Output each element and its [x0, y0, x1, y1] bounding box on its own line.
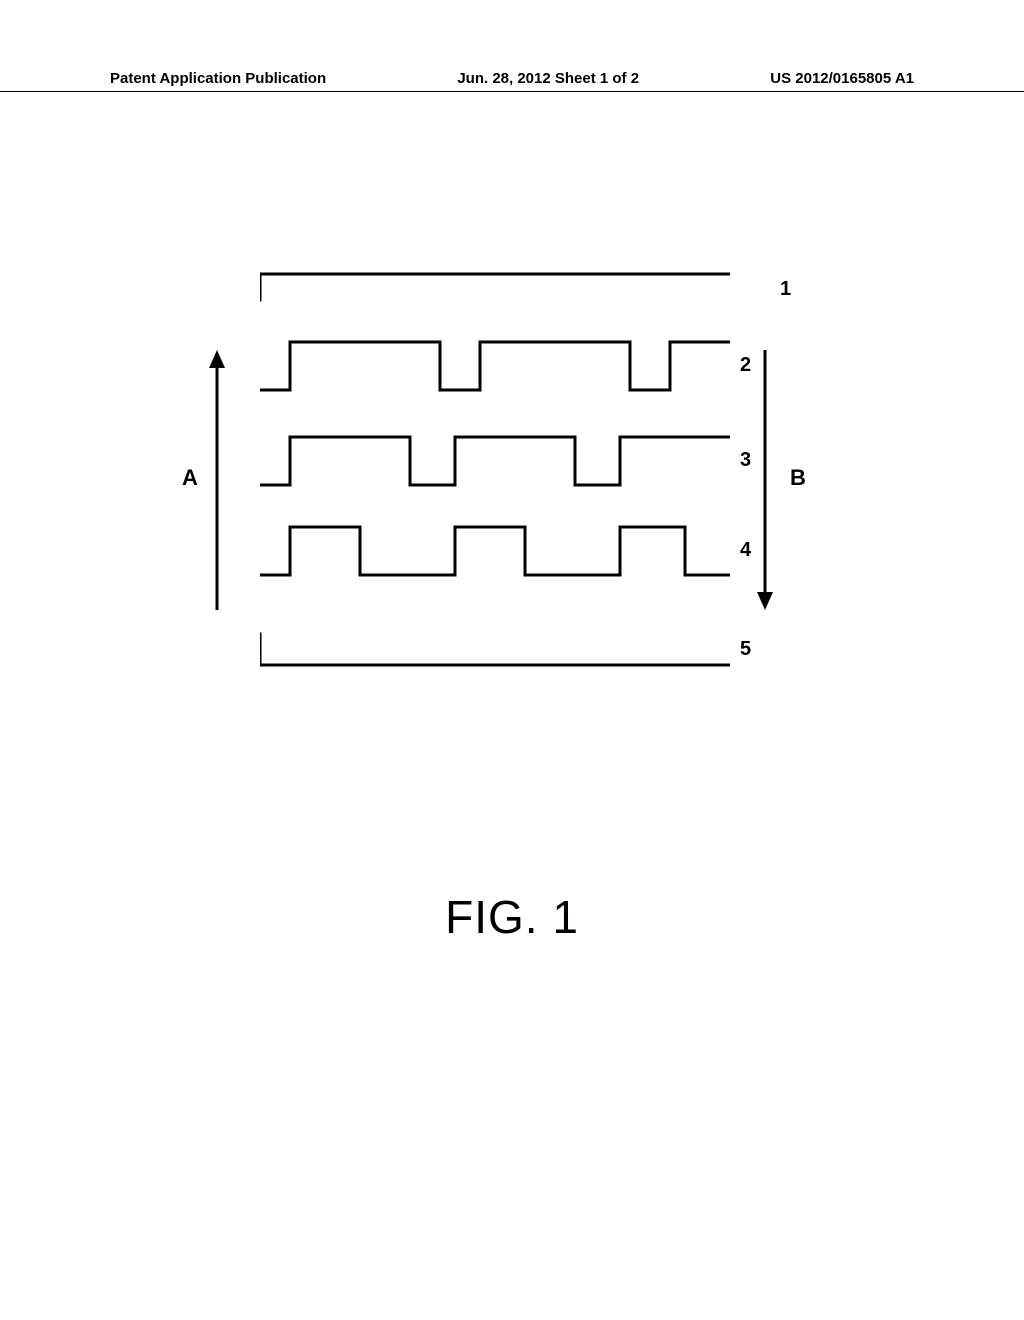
header-right: US 2012/0165805 A1	[770, 70, 914, 87]
waveform-row	[260, 437, 730, 485]
row-label: 5	[740, 638, 751, 661]
waveform-diagram	[260, 270, 730, 710]
row-label: 4	[740, 539, 751, 562]
row-label: 1	[780, 278, 791, 301]
waveform-row	[260, 342, 730, 390]
arrow-right-label: B	[790, 465, 806, 491]
waveform-row	[260, 634, 730, 665]
row-label: 3	[740, 449, 751, 472]
figure-caption: FIG. 1	[0, 890, 1024, 944]
header-left: Patent Application Publication	[110, 70, 326, 87]
row-label: 2	[740, 354, 751, 377]
header-center: Jun. 28, 2012 Sheet 1 of 2	[457, 70, 639, 87]
arrow-up-icon	[202, 350, 232, 610]
figure-1: A B 12345	[190, 270, 830, 710]
waveform-row	[260, 274, 730, 300]
page-header: Patent Application Publication Jun. 28, …	[0, 70, 1024, 92]
waveform-row	[260, 527, 730, 575]
page: Patent Application Publication Jun. 28, …	[0, 0, 1024, 1320]
arrow-left-label: A	[182, 465, 198, 491]
arrow-down-icon	[750, 350, 780, 610]
